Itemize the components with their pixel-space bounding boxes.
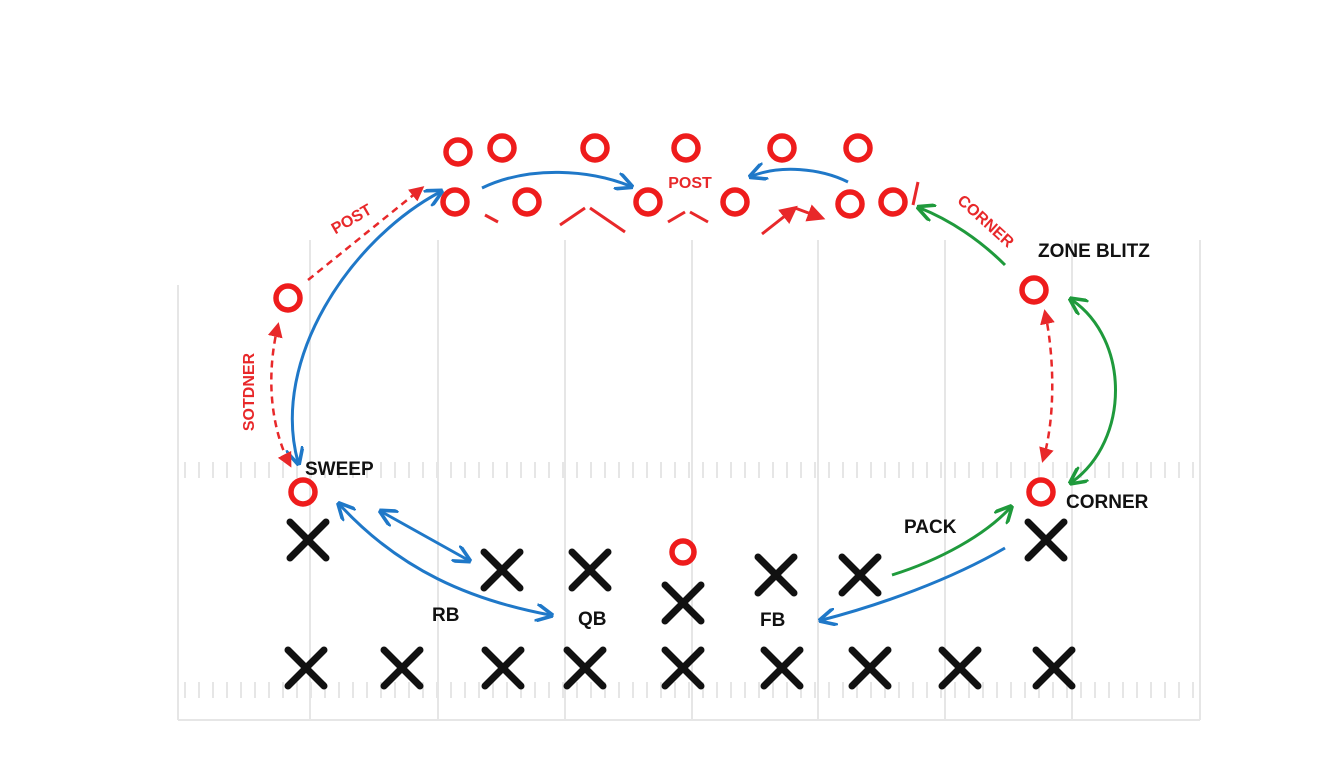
- defender-x: [938, 646, 982, 690]
- corner-label: CORNER: [954, 192, 1017, 251]
- zone-blitz-label: ZONE BLITZ: [1038, 241, 1150, 262]
- corner-label: CORNER: [1066, 492, 1149, 513]
- x-stroke: [286, 518, 330, 562]
- defender-x: [286, 518, 330, 562]
- defender-x: [754, 553, 798, 597]
- x-stroke: [848, 646, 892, 690]
- defender-x: [380, 646, 424, 690]
- x-stroke: [760, 646, 804, 690]
- x-stroke: [481, 646, 525, 690]
- vertical-label: SOTDNER: [241, 352, 258, 431]
- x-stroke: [284, 646, 328, 690]
- x-stroke: [1032, 646, 1076, 690]
- offense-circles: [273, 133, 1056, 566]
- defender-x: [568, 548, 612, 592]
- defender-x: [1032, 646, 1076, 690]
- sweep-label: SWEEP: [305, 459, 374, 480]
- defender-x: [661, 646, 705, 690]
- qb-label: QB: [578, 609, 607, 630]
- defender-x: [481, 646, 525, 690]
- x-stroke: [838, 553, 882, 597]
- x-stroke: [1024, 518, 1068, 562]
- x-stroke: [661, 581, 705, 625]
- defender-x: [760, 646, 804, 690]
- x-stroke: [563, 646, 607, 690]
- route-slashes: [484, 181, 920, 236]
- defender-x: [284, 646, 328, 690]
- x-stroke: [380, 646, 424, 690]
- defender-x: [661, 581, 705, 625]
- field: [177, 240, 1201, 721]
- defender-x: [838, 553, 882, 597]
- defender-x: [563, 646, 607, 690]
- post-label: POST: [668, 175, 712, 192]
- defense-x: [284, 518, 1076, 690]
- x-stroke: [661, 646, 705, 690]
- defender-x: [1024, 518, 1068, 562]
- rb-label: RB: [432, 605, 459, 626]
- x-stroke: [754, 553, 798, 597]
- x-stroke: [568, 548, 612, 592]
- pack-label: PACK: [904, 517, 957, 538]
- arrows: [267, 169, 1117, 620]
- defender-x: [480, 548, 524, 592]
- defender-x: [848, 646, 892, 690]
- fb-label: FB: [760, 610, 785, 631]
- x-stroke: [938, 646, 982, 690]
